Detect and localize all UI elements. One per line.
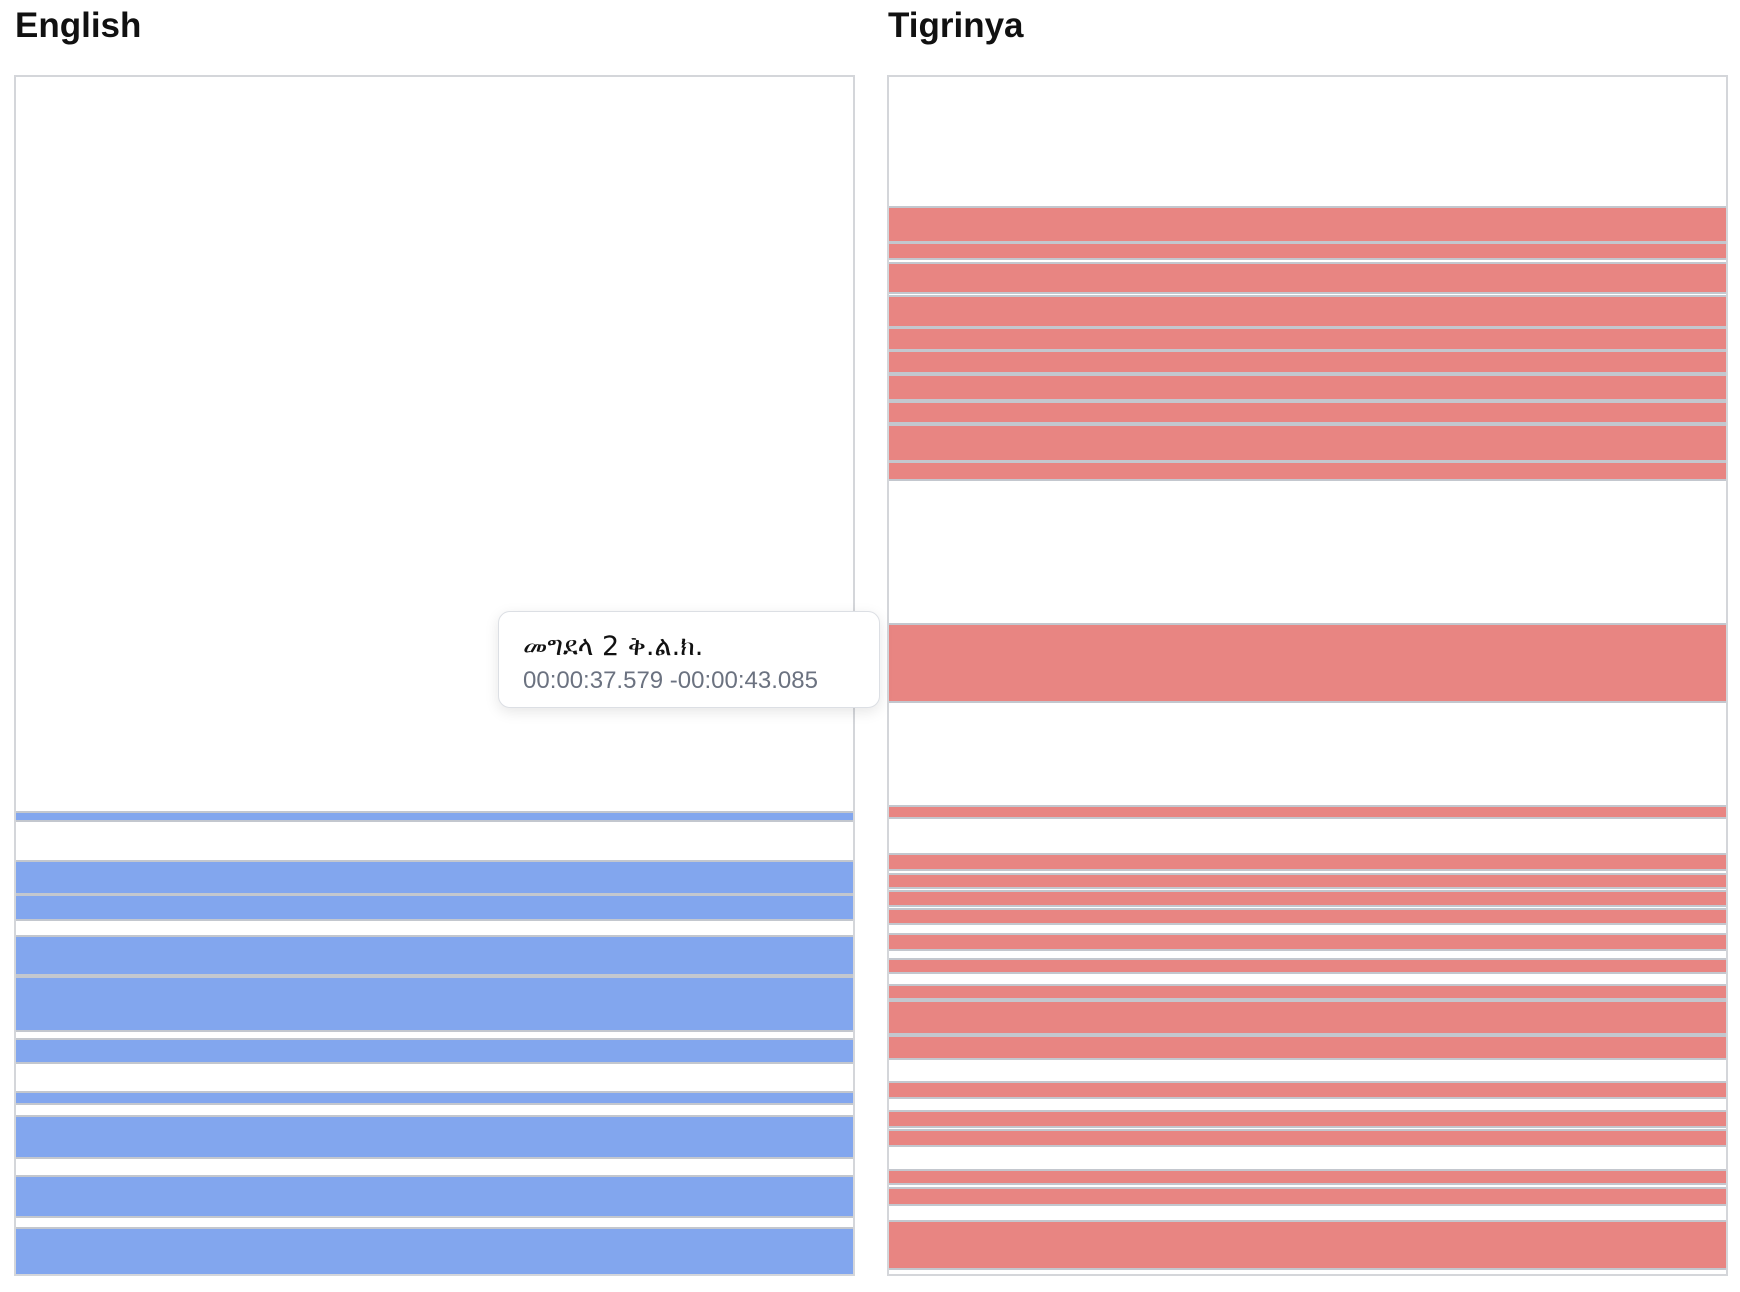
english-subtitle-segment[interactable]	[16, 860, 853, 895]
tigrinya-subtitle-segment[interactable]	[889, 1000, 1726, 1035]
tigrinya-subtitle-segment[interactable]	[889, 401, 1726, 424]
tigrinya-subtitle-segment[interactable]	[889, 1169, 1726, 1185]
tigrinya-subtitle-segment[interactable]	[889, 262, 1726, 294]
tigrinya-subtitle-track[interactable]	[887, 75, 1728, 1276]
english-panel-title: English	[15, 6, 142, 45]
tigrinya-subtitle-segment[interactable]	[889, 1187, 1726, 1206]
english-subtitle-segment[interactable]	[16, 1091, 853, 1105]
english-subtitle-segment[interactable]	[16, 811, 853, 822]
english-subtitle-segment[interactable]	[16, 976, 853, 1032]
english-subtitle-segment[interactable]	[16, 1038, 853, 1064]
tigrinya-subtitle-segment[interactable]	[889, 1220, 1726, 1270]
tigrinya-subtitle-segment[interactable]	[889, 1035, 1726, 1060]
tigrinya-subtitle-segment[interactable]	[889, 424, 1726, 462]
english-subtitle-segment[interactable]	[16, 1115, 853, 1159]
tigrinya-subtitle-segment[interactable]	[889, 1129, 1726, 1147]
tigrinya-subtitle-segment[interactable]	[889, 873, 1726, 889]
tigrinya-subtitle-segment[interactable]	[889, 1081, 1726, 1099]
english-subtitle-segment[interactable]	[16, 935, 853, 976]
tooltip-timecode: 00:00:37.579 -00:00:43.085	[523, 667, 818, 694]
tigrinya-subtitle-segment[interactable]	[889, 206, 1726, 243]
tigrinya-subtitle-segment[interactable]	[889, 242, 1726, 260]
tooltip-subtitle-text: መግደላ 2 ቅ.ል.ክ.	[523, 631, 704, 662]
tigrinya-subtitle-segment[interactable]	[889, 908, 1726, 925]
tigrinya-panel-title: Tigrinya	[888, 6, 1024, 45]
english-subtitle-segment[interactable]	[16, 1227, 853, 1274]
tigrinya-subtitle-segment[interactable]	[889, 890, 1726, 907]
tigrinya-subtitle-segment[interactable]	[889, 350, 1726, 374]
english-subtitle-segment[interactable]	[16, 894, 853, 921]
tigrinya-subtitle-segment[interactable]	[889, 853, 1726, 871]
tigrinya-subtitle-segment[interactable]	[889, 374, 1726, 401]
segment-tooltip: መግደላ 2 ቅ.ል.ክ. 00:00:37.579 -00:00:43.085	[498, 611, 880, 708]
tigrinya-subtitle-segment[interactable]	[889, 805, 1726, 819]
english-subtitle-segment[interactable]	[16, 1175, 853, 1218]
tigrinya-subtitle-segment[interactable]	[889, 295, 1726, 328]
tigrinya-subtitle-segment[interactable]	[889, 1110, 1726, 1128]
tigrinya-subtitle-segment[interactable]	[889, 327, 1726, 351]
tigrinya-subtitle-segment[interactable]	[889, 984, 1726, 1000]
tigrinya-subtitle-segment[interactable]	[889, 623, 1726, 703]
tigrinya-subtitle-segment[interactable]	[889, 933, 1726, 951]
tigrinya-subtitle-segment[interactable]	[889, 461, 1726, 481]
tigrinya-subtitle-segment[interactable]	[889, 958, 1726, 974]
